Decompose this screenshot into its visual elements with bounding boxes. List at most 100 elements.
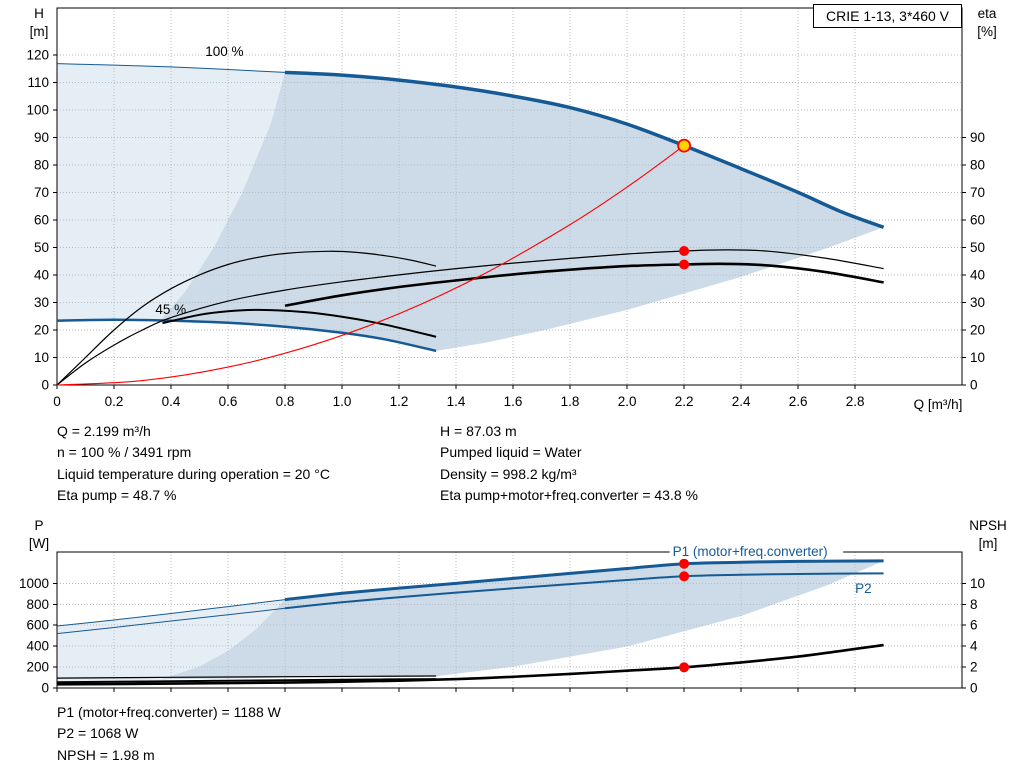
x-tick-label: 1.0 xyxy=(333,394,352,409)
p2-curve-extension xyxy=(56,607,286,635)
eta-pump-curve-100 xyxy=(56,249,884,386)
p1-curve-extension xyxy=(56,599,286,627)
eta-axis-unit: [%] xyxy=(977,24,997,39)
pump-curve-100-extension xyxy=(56,63,286,73)
power-npsh-chart: 0 200 400 600 800 1000 0 2 4 6 8 10 P1 (motor+freq.c… xyxy=(19,543,985,696)
y-left-tick-label: 70 xyxy=(34,185,49,200)
y-left-tick-label: 120 xyxy=(26,47,49,62)
y-right-tick-label: 10 xyxy=(970,350,985,365)
p2-point[interactable] xyxy=(679,571,690,582)
y-left-tick-label: 600 xyxy=(26,618,49,633)
x-tick-label: 1.6 xyxy=(504,394,523,409)
y-left-tick-label: 0 xyxy=(41,378,49,393)
y-left-tick-label: 10 xyxy=(34,350,49,365)
y-left-tick-label: 1000 xyxy=(19,576,49,591)
duty-point[interactable] xyxy=(677,138,691,153)
npsh-curve xyxy=(56,643,884,686)
y-right-tick-label: 0 xyxy=(970,378,978,393)
p1-point[interactable] xyxy=(679,558,690,569)
p1-label-bg xyxy=(669,543,844,559)
y-right-tick-label: 8 xyxy=(970,597,978,612)
y-right-tick-label: 6 xyxy=(970,618,978,633)
eta-total-point[interactable] xyxy=(679,259,690,270)
y-right-tick-label: 4 xyxy=(970,639,978,654)
system-curve xyxy=(56,145,685,386)
power-npsh-chart-frame xyxy=(56,551,963,689)
y-left-tick-label: 110 xyxy=(27,75,49,90)
x-tick-label: 2.0 xyxy=(618,394,637,409)
x-tick-label: 0.6 xyxy=(219,394,238,409)
eta-pump-curve-45 xyxy=(56,250,437,386)
duty-data-right-column: H = 87.03 m Pumped liquid = Water Densit… xyxy=(440,421,698,507)
head-axis-symbol: H xyxy=(34,6,44,21)
y-right-tick-label: 80 xyxy=(970,157,985,172)
duty-data-left-column: Q = 2.199 m³/h n = 100 % / 3491 rpm Liqu… xyxy=(57,421,330,507)
head-axis-unit: [m] xyxy=(29,24,49,39)
density-value: Density = 998.2 kg/m³ xyxy=(440,465,577,482)
y-left-tick-label: 90 xyxy=(34,130,49,145)
npsh-axis-unit: [m] xyxy=(978,536,998,551)
x-tick-label: 0.8 xyxy=(276,394,295,409)
npsh-value: NPSH = 1.98 m xyxy=(57,746,155,763)
y-left-tick-label: 20 xyxy=(34,322,49,337)
y-left-tick-label: 30 xyxy=(34,295,49,310)
y-right-tick-label: 70 xyxy=(970,185,985,200)
eta-pump-value: Eta pump = 48.7 % xyxy=(57,487,177,504)
p1-curve xyxy=(284,559,884,602)
y-left-tick-label: 200 xyxy=(26,660,49,675)
x-tick-label: 0.2 xyxy=(105,394,124,409)
head-axis-title: H [m] xyxy=(20,5,58,41)
y-right-tick-label: 50 xyxy=(970,240,985,255)
eta-pump-point[interactable] xyxy=(679,246,690,256)
power-axis-title: P [W] xyxy=(20,517,58,553)
pump-curve-100 xyxy=(284,70,885,229)
y-left-tick-label: 40 xyxy=(34,267,49,282)
y-left-tick-label: 800 xyxy=(26,597,49,612)
y-left-tick-label: 400 xyxy=(26,639,49,654)
eta-total-value: Eta pump+motor+freq.converter = 43.8 % xyxy=(440,487,698,504)
speed-value: n = 100 % / 3491 rpm xyxy=(57,444,192,461)
y-left-tick-label: 100 xyxy=(26,102,49,117)
x-tick-label: 2.8 xyxy=(846,394,865,409)
y-right-tick-label: 60 xyxy=(970,212,985,227)
qh-chart-frame xyxy=(56,7,963,386)
pump-type-box: CRIE 1-13, 3*460 V xyxy=(813,4,962,28)
x-tick-label: 1.4 xyxy=(447,394,466,409)
speed-label-45: 45 % xyxy=(155,302,186,317)
x-tick-label: 1.2 xyxy=(390,394,409,409)
pumped-liquid-value: Pumped liquid = Water xyxy=(440,444,582,461)
speed-label-100: 100 % xyxy=(205,44,243,59)
flow-axis-title: Q [m³/h] xyxy=(913,397,963,412)
y-left-tick-label: 80 xyxy=(34,157,49,172)
pump-curve-45 xyxy=(56,318,437,353)
npsh-point[interactable] xyxy=(679,662,690,673)
y-right-tick-label: 90 xyxy=(970,130,985,145)
y-right-tick-label: 20 xyxy=(970,322,985,337)
pump-type-label: CRIE 1-13, 3*460 V xyxy=(826,8,949,24)
x-tick-label: 0 xyxy=(53,394,61,409)
y-left-tick-label: 60 xyxy=(34,212,49,227)
power-axis-symbol: P xyxy=(34,518,44,533)
y-right-tick-label: 40 xyxy=(970,267,985,282)
liquid-temperature-value: Liquid temperature during operation = 20… xyxy=(57,465,330,482)
flow-value: Q = 2.199 m³/h xyxy=(57,423,151,439)
eta-total-curve-45 xyxy=(162,308,437,338)
eta-total-curve-100 xyxy=(284,262,884,307)
y-left-tick-label: 50 xyxy=(34,240,49,255)
eta-axis-title: eta [%] xyxy=(966,5,1008,41)
y-right-tick-label: 10 xyxy=(970,576,985,591)
y-right-tick-label: 0 xyxy=(970,681,978,696)
p2-curve-45 xyxy=(56,678,437,684)
allowed-operating-area xyxy=(159,72,884,351)
p2-value: P2 = 1068 W xyxy=(57,725,139,742)
power-axis-unit: [W] xyxy=(28,536,50,551)
qh-chart: 0 0.2 0.4 0.6 0.8 1.0 1.2 1.4 1.6 1.8 2.0 2.2 2.4 2.6… xyxy=(26,7,985,409)
x-tick-label: 2.4 xyxy=(732,394,751,409)
p1-curve-45 xyxy=(56,675,437,679)
p1-label: P1 (motor+freq.converter) xyxy=(673,544,828,559)
p1-value: P1 (motor+freq.converter) = 1188 W xyxy=(57,704,281,720)
y-right-tick-label: 30 xyxy=(970,295,985,310)
p2-curve xyxy=(284,572,884,610)
